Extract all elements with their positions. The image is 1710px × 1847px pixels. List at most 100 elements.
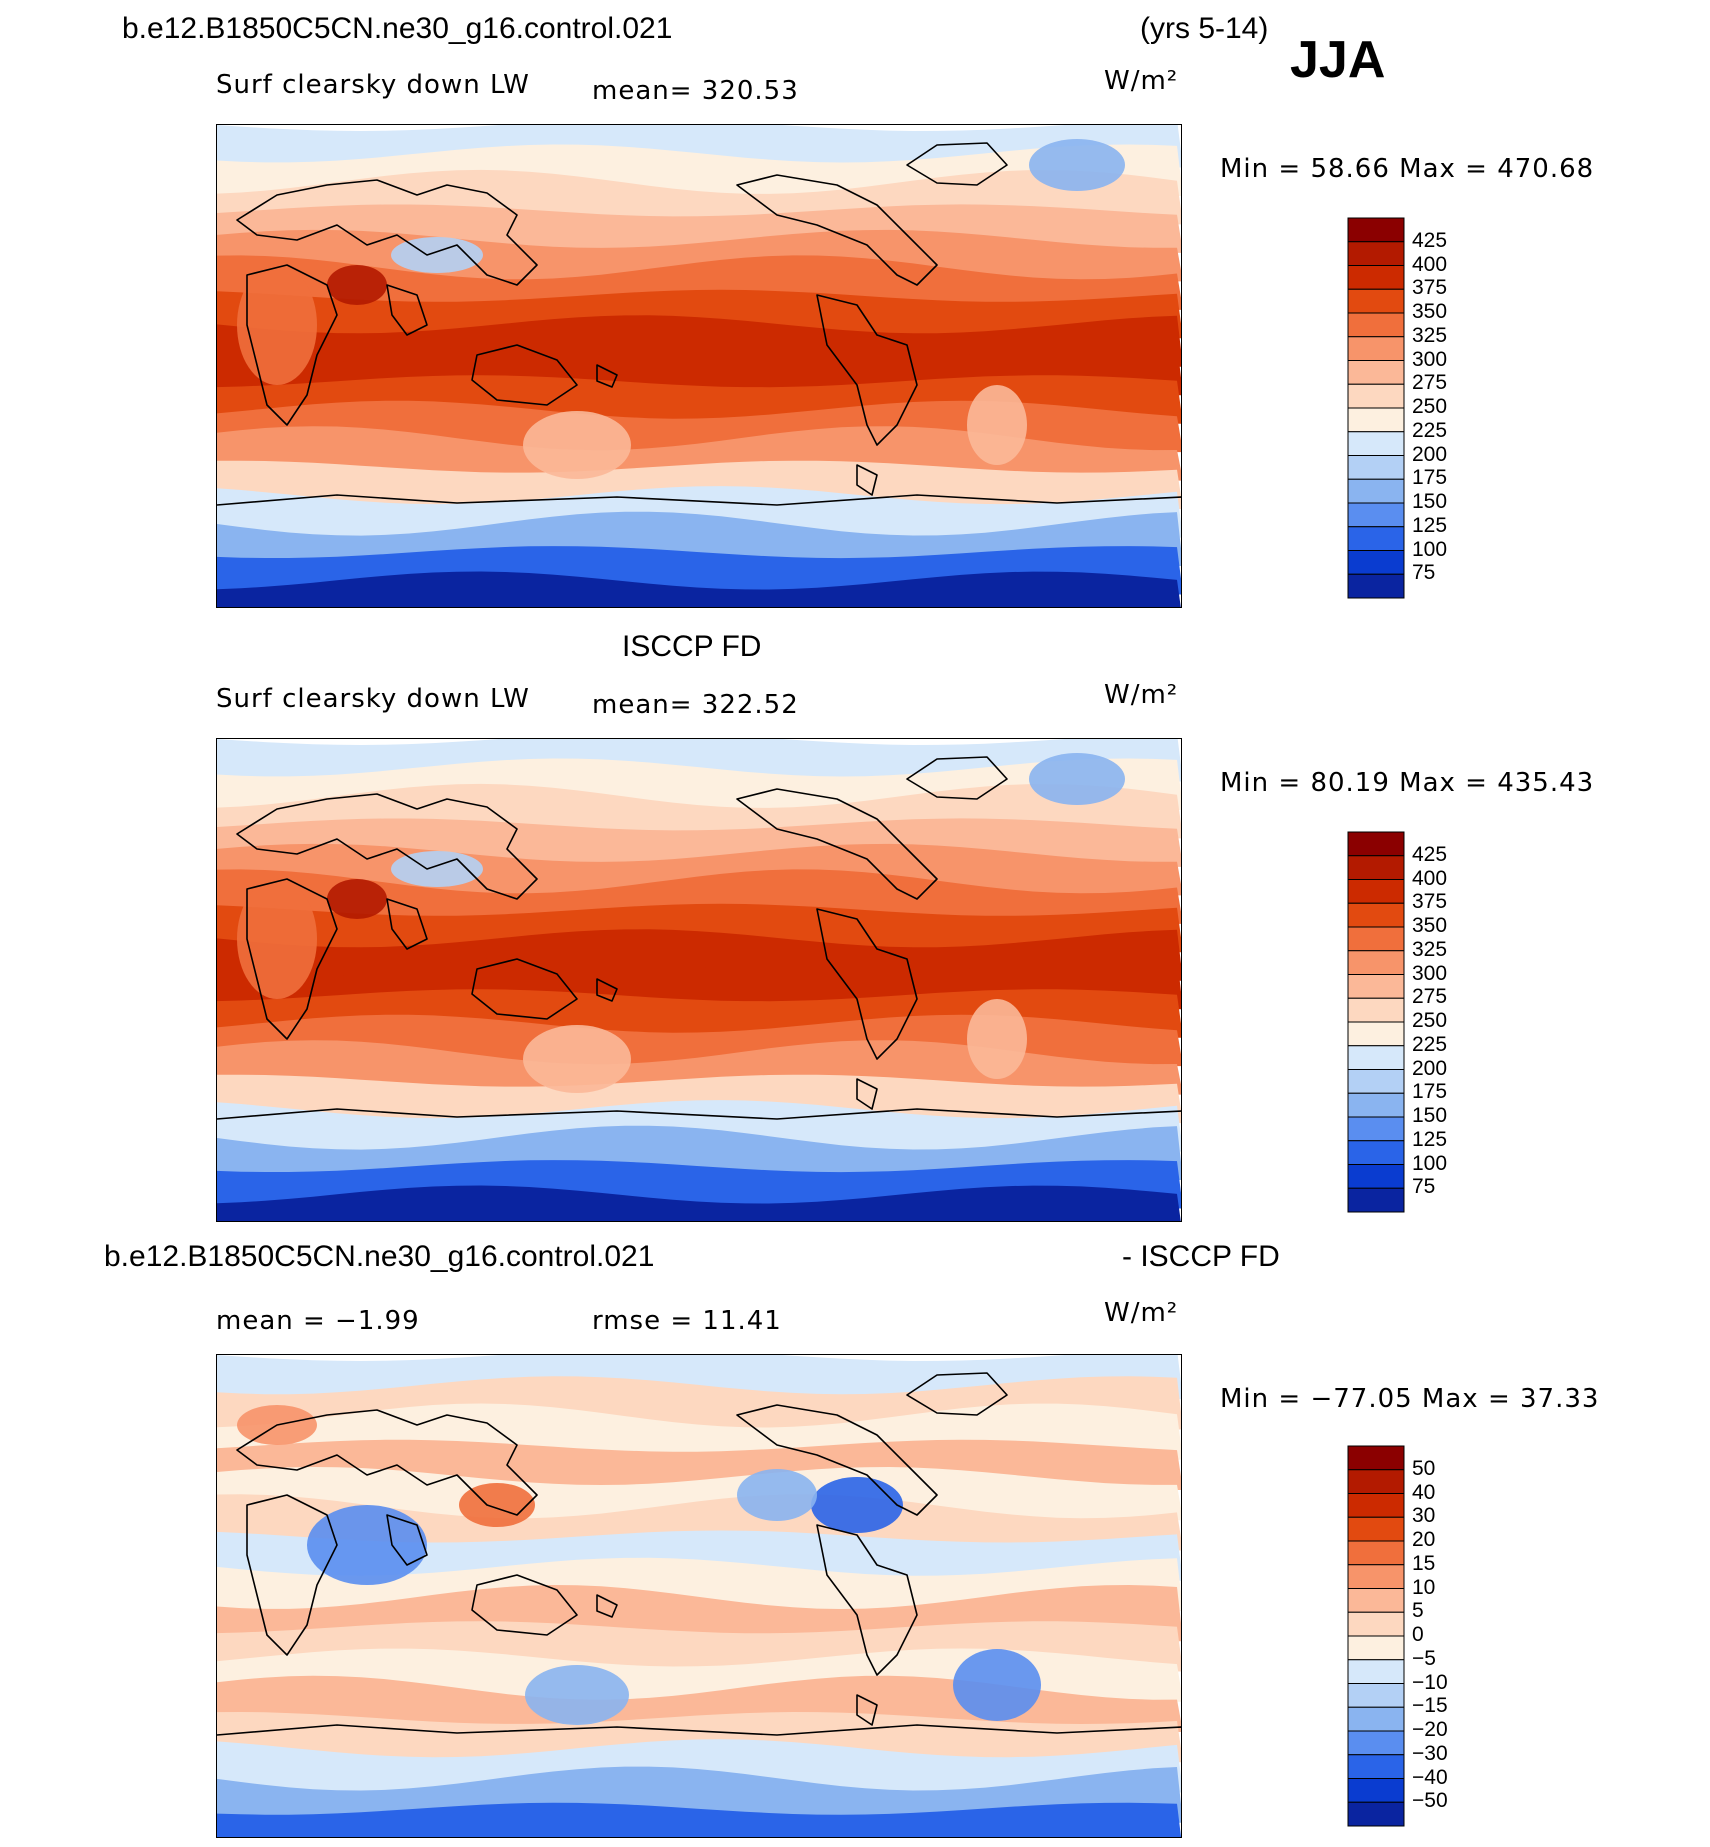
colorbar-tick-label: 125 [1412, 513, 1448, 537]
field-patch [523, 1025, 631, 1093]
colorbar-tick-label: 350 [1412, 914, 1448, 937]
colorbar-box [1347, 550, 1405, 575]
coastline [217, 1724, 1181, 1736]
colorbar-box [1347, 1516, 1405, 1542]
coastline [736, 174, 938, 286]
coastline [246, 264, 338, 426]
colorbar-box [1347, 217, 1405, 243]
colorbar-box [1347, 1187, 1405, 1213]
colorbar-box [1347, 1659, 1405, 1684]
colorbar-tick-label: 200 [1412, 1056, 1448, 1080]
field-patch [967, 999, 1027, 1079]
colorbar-box [1347, 383, 1405, 409]
colorbar-box [1347, 1801, 1405, 1827]
coastline [386, 1514, 428, 1566]
field-band [217, 486, 1181, 538]
colorbar-box [1347, 431, 1405, 456]
field-patch [811, 1477, 903, 1533]
coastline [596, 978, 618, 1002]
coastline [471, 1574, 578, 1636]
panel2-colorbar-svg [1347, 831, 1405, 1213]
case-title: b.e12.B1850C5CN.ne30_g16.control.021 [122, 12, 673, 45]
colorbar-box [1347, 902, 1405, 928]
coastline [816, 294, 918, 446]
colorbar-tick-label: 300 [1412, 961, 1448, 985]
colorbar-tick-label: −20 [1412, 1718, 1448, 1741]
colorbar-tick-label: 75 [1412, 561, 1436, 585]
panel2-bands [217, 739, 1181, 1221]
field-patch [237, 879, 317, 999]
field-band [217, 255, 1181, 310]
colorbar-box [1347, 1469, 1405, 1494]
panel2-colorbar [1347, 831, 1405, 1213]
panel3-units: W/m² [1104, 1298, 1179, 1328]
field-patch [523, 411, 631, 479]
colorbar-box [1347, 526, 1405, 551]
field-band [217, 1712, 1181, 1763]
panel3-colorbar-svg [1347, 1445, 1405, 1827]
field-band [217, 1185, 1181, 1221]
field-patch [459, 1483, 535, 1527]
panel1-coast [217, 142, 1181, 506]
panel1-mean: mean= 320.53 [592, 76, 799, 106]
coastline [236, 793, 538, 900]
colorbar-box [1347, 1092, 1405, 1118]
coastline [596, 364, 618, 388]
panel1-subtitle: Surf clearsky down LW [216, 70, 530, 100]
panel3-map [216, 1354, 1182, 1838]
colorbar-box [1347, 1021, 1405, 1047]
colorbar-box [1347, 502, 1405, 528]
coastline [386, 898, 428, 950]
field-band [217, 1802, 1181, 1837]
colorbar-tick-label: 400 [1412, 252, 1448, 276]
coastline [736, 1404, 938, 1516]
colorbar-tick-label: 275 [1412, 371, 1448, 395]
coastline [246, 878, 338, 1040]
colorbar-tick-label: 150 [1412, 490, 1448, 513]
colorbar-tick-label: −15 [1412, 1694, 1448, 1718]
colorbar-tick-label: 225 [1412, 418, 1448, 442]
field-patch [967, 385, 1027, 465]
colorbar-box [1347, 1778, 1405, 1803]
coastline [906, 1372, 1008, 1416]
field-band [217, 903, 1181, 953]
colorbar-tick-label: 425 [1412, 228, 1448, 252]
colorbar-tick-label: −30 [1412, 1741, 1448, 1765]
panel1-minmax: Min = 58.66 Max = 470.68 [1220, 154, 1595, 184]
field-patch [327, 879, 387, 919]
colorbar-tick-label: 75 [1412, 1175, 1436, 1199]
field-band [217, 1739, 1181, 1793]
colorbar-box [1347, 831, 1405, 857]
colorbar-box [1347, 407, 1405, 433]
colorbar-box [1347, 1116, 1405, 1142]
panel2-units: W/m² [1104, 680, 1179, 710]
colorbar-tick-label: 50 [1412, 1456, 1436, 1480]
field-patch [1029, 753, 1125, 805]
colorbar-tick-label: 375 [1412, 890, 1448, 914]
colorbar-tick-label: 275 [1412, 985, 1448, 1009]
coastline [236, 1409, 538, 1516]
colorbar-box [1347, 1706, 1405, 1732]
field-patch [327, 265, 387, 305]
colorbar-tick-label: −10 [1412, 1670, 1448, 1694]
field-band [217, 571, 1181, 607]
colorbar-box [1347, 265, 1405, 290]
colorbar-box [1347, 241, 1405, 266]
panel3-title-right: - ISCCP FD [1122, 1240, 1280, 1273]
panel1-units: W/m² [1104, 66, 1179, 96]
colorbar-box [1347, 1564, 1405, 1589]
colorbar-box [1347, 1754, 1405, 1779]
panel3-colorbar [1347, 1445, 1405, 1827]
panel2-mean: mean= 322.52 [592, 690, 799, 720]
panel1-map [216, 124, 1182, 608]
colorbar-tick-label: 300 [1412, 347, 1448, 371]
colorbar-tick-label: 375 [1412, 276, 1448, 300]
colorbar-box [1347, 1730, 1405, 1756]
coastline [471, 344, 578, 406]
colorbar-box [1347, 1445, 1405, 1471]
coastline [906, 756, 1008, 800]
panel1-colorbar [1347, 217, 1405, 599]
field-patch [237, 265, 317, 385]
colorbar-box [1347, 1140, 1405, 1165]
colorbar-box [1347, 997, 1405, 1023]
